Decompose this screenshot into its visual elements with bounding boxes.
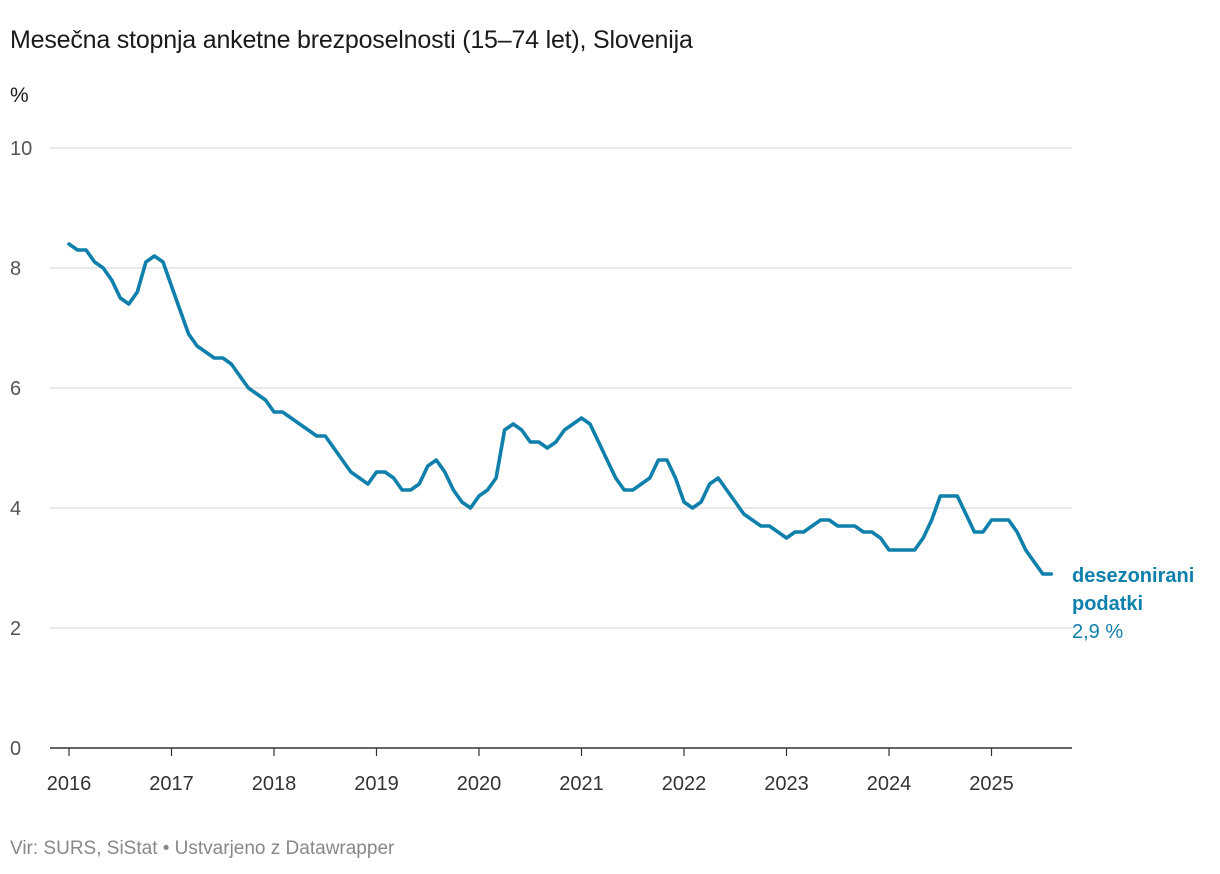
x-tick-label-2016: 2016 xyxy=(47,773,92,795)
chart-title: Mesečna stopnja anketne brezposelnosti (… xyxy=(10,26,693,54)
y-axis-unit-label: % xyxy=(10,84,29,107)
y-tick-label-8: 8 xyxy=(10,258,21,280)
x-tick-label-2021: 2021 xyxy=(559,773,604,795)
series-last-value-label: 2,9 % xyxy=(1072,621,1123,643)
x-tick-label-2023: 2023 xyxy=(764,773,809,795)
series-line-0 xyxy=(67,242,1054,576)
series-name-line-0: desezonirani xyxy=(1072,565,1194,587)
y-tick-label-0: 0 xyxy=(10,738,21,760)
gridlines xyxy=(50,147,1072,629)
x-tick-label-2017: 2017 xyxy=(149,773,194,795)
x-axis: 2016 2017 2018 2019 2020 2021 2022 2023 2024 2025 xyxy=(47,747,1072,795)
x-tick-label-2024: 2024 xyxy=(867,773,912,795)
x-tick-label-2025: 2025 xyxy=(969,773,1014,795)
x-tick-label-2019: 2019 xyxy=(354,773,399,795)
series-end-label: desezonirani podatki 2,9 % xyxy=(1072,565,1194,643)
y-tick-label-6: 6 xyxy=(10,378,21,400)
y-tick-label-4: 4 xyxy=(10,498,21,520)
source-footer: Vir: SURS, SiStat • Ustvarjeno z Datawra… xyxy=(10,838,395,859)
series-group xyxy=(67,242,1054,576)
y-tick-label-2: 2 xyxy=(10,618,21,640)
y-tick-label-10: 10 xyxy=(10,138,32,160)
x-tick-label-2020: 2020 xyxy=(457,773,502,795)
x-tick-label-2018: 2018 xyxy=(252,773,297,795)
x-tick-label-2022: 2022 xyxy=(662,773,707,795)
y-tick-labels: 0 2 4 6 8 10 xyxy=(10,138,32,760)
series-name-line-1: podatki xyxy=(1072,593,1143,615)
